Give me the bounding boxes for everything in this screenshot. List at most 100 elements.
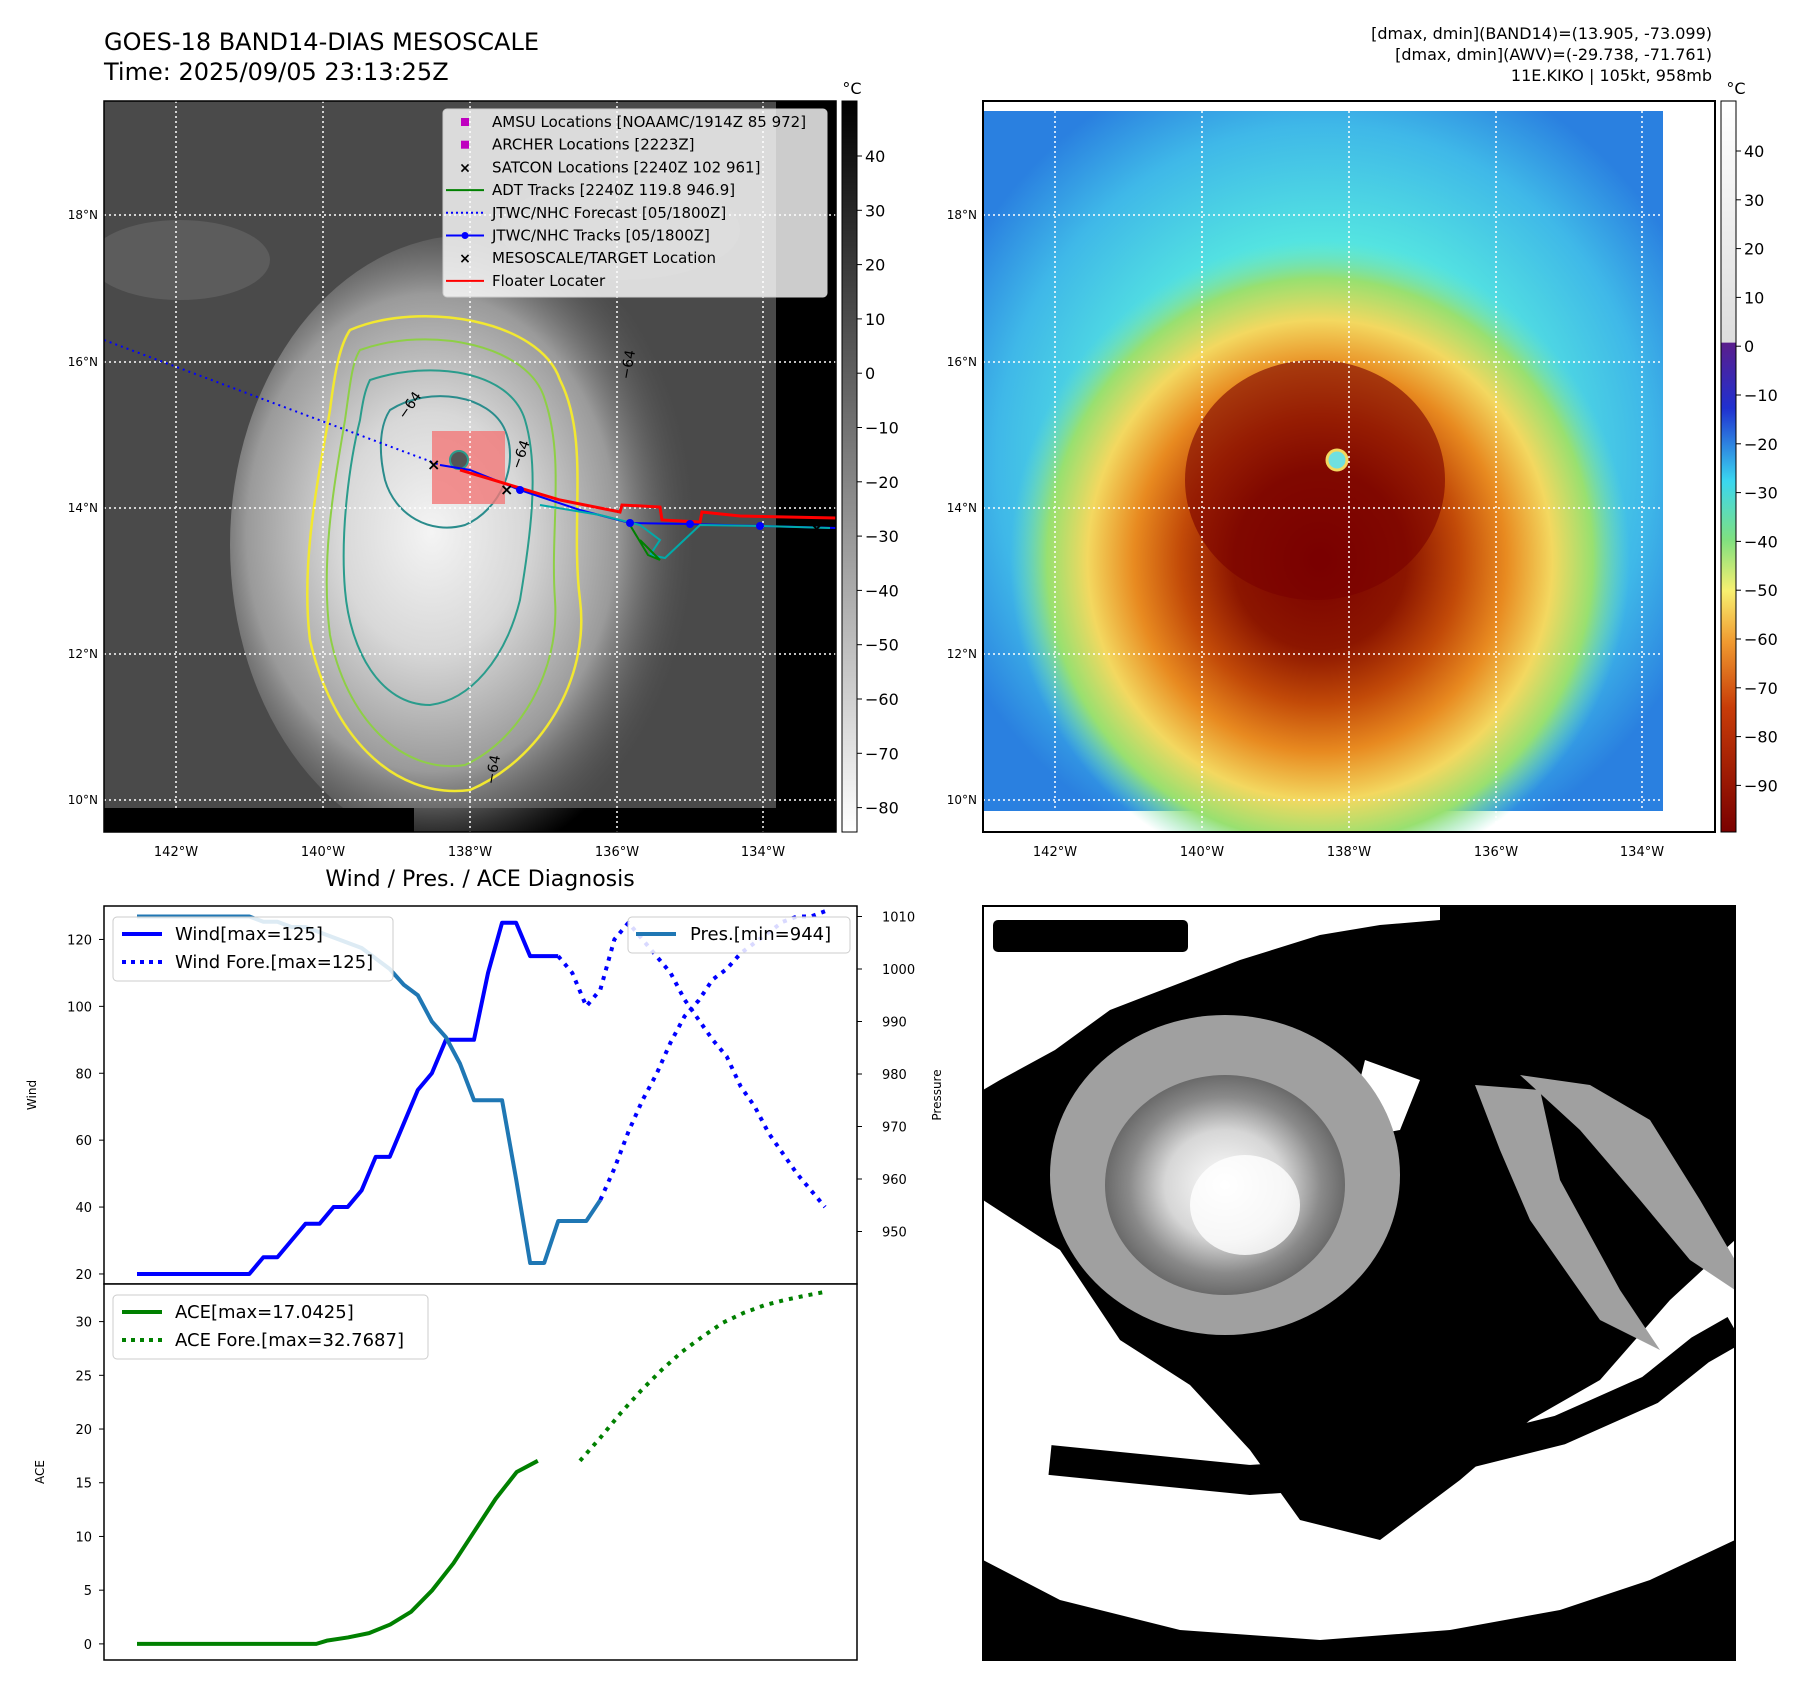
- lon-label: 138°W: [1327, 845, 1371, 860]
- ir-map-lon-labels: 142°W 140°W 138°W 136°W 134°W: [154, 845, 785, 860]
- colorbar-tick-label: 30: [865, 201, 885, 220]
- wind-ytick-label: 40: [75, 1201, 92, 1216]
- info-line2: [dmax, dmin](AWV)=(-29.738, -71.761): [1395, 45, 1712, 64]
- legend-label: ADT Tracks [2240Z 119.8 946.9]: [492, 181, 735, 199]
- contour-label: −64: [483, 754, 504, 786]
- ir-map-lat-labels: 18°N 16°N 14°N 12°N 10°N: [68, 208, 98, 807]
- figure-title-line1: GOES-18 BAND14-DIAS MESOSCALE: [104, 28, 539, 56]
- wind-pressure-chart: Wind / Pres. / ACE Diagnosis 20 40 60 80 100…: [25, 867, 944, 1285]
- colorbar-tick-label: −60: [865, 690, 899, 709]
- legend-marker: [461, 118, 469, 126]
- lon-label: 140°W: [301, 845, 345, 860]
- jtwc-track-point: [626, 519, 634, 527]
- colorbar-tick-label: −40: [865, 581, 899, 600]
- colorbar-tick-label: 10: [865, 310, 885, 329]
- colorbar-tick-label: −40: [1744, 532, 1778, 551]
- figure-title-line2: Time: 2025/09/05 23:13:25Z: [103, 58, 449, 86]
- lat-label: 16°N: [68, 355, 98, 369]
- ir-contour-teal: [342, 369, 534, 707]
- awv-colorbar-ticks: 40 30 20 10 0 −10 −20 −30 −40 −50 −60 −70 −80 −90: [1736, 142, 1778, 795]
- lat-label: 10°N: [947, 793, 977, 807]
- ir-cloud-patch: [104, 220, 270, 300]
- wind-ytick-label: 20: [75, 1268, 92, 1283]
- wind-axis-label: Wind: [25, 1080, 39, 1110]
- wmg-count-badge: [993, 920, 1188, 952]
- series-line-wind-max-----: [137, 920, 559, 1276]
- wind-ytick-label: 100: [67, 1000, 92, 1015]
- ace-legend-label: ACE[max=17.0425]: [175, 1302, 354, 1323]
- ir-map-panel: −64 −64 −64 −64 × × × Copyright © 2020-2…: [68, 79, 899, 860]
- colorbar-tick-label: −60: [1744, 630, 1778, 649]
- ace-chart: 0 5 10 15 20 25 30 ACE ACE[max=17.0425] ACE Fo…: [33, 1283, 858, 1661]
- ir-contour-green: [325, 338, 557, 768]
- lat-label: 10°N: [68, 793, 98, 807]
- colorbar-tick-label: −70: [865, 744, 899, 763]
- ace-axes: 0 5 10 15 20 25 30: [75, 1316, 104, 1653]
- colorbar-tick-label: −80: [865, 799, 899, 818]
- legend-label: Floater Locater: [492, 272, 606, 290]
- colorbar-tick-label: 40: [1744, 142, 1764, 161]
- wmg-white-region: [983, 1200, 1735, 1640]
- colorbar-tick-label: 20: [865, 256, 885, 275]
- ace-ytick-label: 15: [75, 1477, 92, 1492]
- legend-marker: ×: [459, 251, 471, 267]
- legend-marker: [461, 232, 469, 239]
- lat-label: 18°N: [947, 208, 977, 222]
- legend-marker: ×: [459, 160, 471, 176]
- pressure-ytick-label: 1000: [882, 963, 915, 978]
- jtwc-track-point: [516, 486, 524, 494]
- colorbar-tick-label: −10: [1744, 386, 1778, 405]
- mesoscale-target-box: [432, 431, 505, 504]
- wmg-eye: [1190, 1155, 1300, 1255]
- pressure-axis-label: Pressure: [930, 1069, 944, 1120]
- awv-map-panel: 18°N 16°N 14°N 12°N 10°N 142°W 140°W 138°W 136°…: [947, 79, 1778, 860]
- ace-ytick-label: 0: [84, 1638, 92, 1653]
- ace-axis-label: ACE: [33, 1460, 47, 1484]
- adt-track: [629, 524, 661, 561]
- lat-label: 14°N: [947, 501, 977, 515]
- colorbar-tick-label: −10: [865, 419, 899, 438]
- wind-legend-label: Wind[max=125]: [175, 924, 323, 945]
- lat-label: 14°N: [68, 501, 98, 515]
- ir-contour-inner: [379, 395, 511, 529]
- colorbar-tick-label: −70: [1744, 679, 1778, 698]
- wind-ytick-label: 80: [75, 1067, 92, 1082]
- colorbar-tick-label: 0: [1744, 337, 1754, 356]
- floater-locater-track: [459, 468, 836, 524]
- ace-ytick-label: 10: [75, 1530, 92, 1545]
- colorbar-tick-label: −30: [865, 527, 899, 546]
- colorbar-tick-label: −90: [1744, 776, 1778, 795]
- pressure-legend: [627, 916, 851, 954]
- wmg-gray-band: [1475, 1085, 1660, 1350]
- lat-label: 16°N: [947, 355, 977, 369]
- wind-axes: 20 40 60 80 100 120 950 960 970 980 990 1000 1010: [67, 911, 915, 1283]
- lon-label: 140°W: [1180, 845, 1224, 860]
- lon-label: 142°W: [1033, 845, 1077, 860]
- pressure-ytick-label: 970: [882, 1121, 907, 1136]
- pressure-ytick-label: 980: [882, 1068, 907, 1083]
- mesoscale-target-marker: ×: [810, 519, 823, 538]
- copyright-box: [104, 808, 414, 832]
- legend-label: ARCHER Locations [2223Z]: [492, 136, 695, 154]
- wmg-black-band: [1048, 1316, 1735, 1496]
- wmg-gray-band: [1520, 1075, 1735, 1290]
- lon-label: 134°W: [741, 845, 785, 860]
- colorbar-tick-label: −30: [1744, 484, 1778, 503]
- awv-storm-core: [1185, 360, 1445, 600]
- pressure-ytick-label: 950: [882, 1226, 907, 1241]
- lat-label: 12°N: [947, 647, 977, 661]
- pressure-ytick-label: 1010: [882, 911, 915, 926]
- pressure-legend-label: Pres.[min=944]: [690, 924, 831, 945]
- info-line3: 11E.KIKO | 105kt, 958mb: [1511, 66, 1712, 85]
- info-line1: [dmax, dmin](BAND14)=(13.905, -73.099): [1371, 24, 1712, 43]
- awv-map-gridlines: [983, 101, 1715, 832]
- wmg-panel: WMG Count: 60: [982, 905, 1736, 1661]
- series-line-ace: [137, 1459, 539, 1646]
- ace-series: [137, 1289, 826, 1646]
- wmg-frame: [982, 905, 1736, 1661]
- lon-label: 134°W: [1620, 845, 1664, 860]
- lon-label: 142°W: [154, 845, 198, 860]
- lat-label: 18°N: [68, 208, 98, 222]
- wmg-count-label: WMG Count: 60: [1001, 924, 1176, 948]
